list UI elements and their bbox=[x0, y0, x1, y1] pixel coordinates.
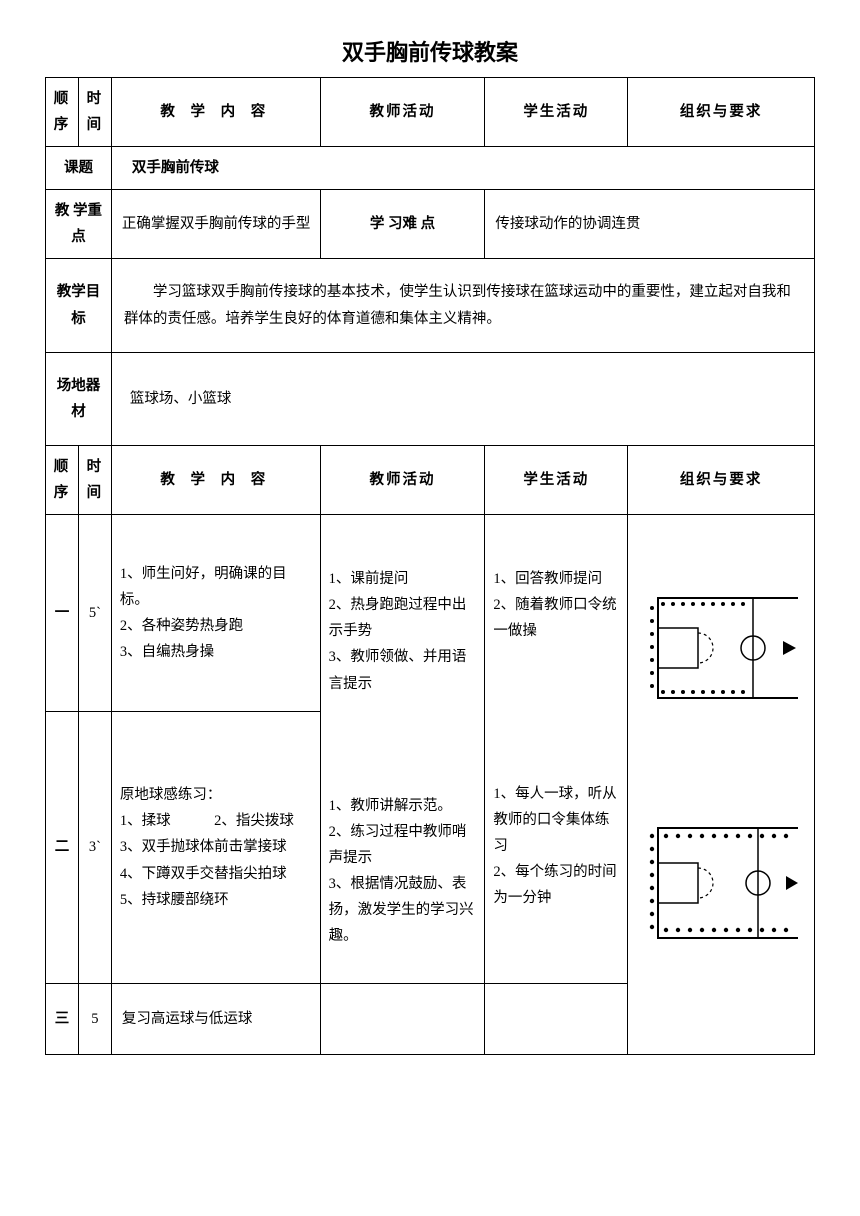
teacher-cell-empty bbox=[320, 984, 485, 1055]
time-cell: 5` bbox=[78, 515, 111, 712]
goal-row: 教学目标 学习篮球双手胸前传接球的基本技术，使学生认识到传接球在篮球运动中的重要… bbox=[46, 259, 815, 352]
seq-cell: 一 bbox=[46, 515, 79, 712]
col-seq-header2: 顺序 bbox=[46, 445, 79, 514]
student-cell-empty bbox=[485, 984, 628, 1055]
difficulty-label: 学 习难 点 bbox=[320, 190, 485, 259]
content-cell: 1、师生问好，明确课的目标。 2、各种姿势热身跑 3、自编热身操 bbox=[111, 515, 320, 712]
col-teacher-header2: 教师活动 bbox=[320, 445, 485, 514]
court-svg-icon bbox=[628, 593, 798, 703]
keypoint-value: 正确掌握双手胸前传球的手型 bbox=[111, 190, 320, 259]
seq-cell: 二 bbox=[46, 711, 79, 984]
table-header-row: 顺序 时间 教 学 内 容 教师活动 学生活动 组织与要求 bbox=[46, 78, 815, 147]
org-cell bbox=[628, 515, 815, 1055]
student-cell: 1、回答教师提问 2、随着教师口令统一做操 1、每人一球，听从教师的口令集体练习… bbox=[485, 515, 628, 984]
col-org-header2: 组织与要求 bbox=[628, 445, 815, 514]
topic-row: 课题 双手胸前传球 bbox=[46, 147, 815, 190]
court-diagram-1 bbox=[628, 593, 814, 703]
col-content-header: 教 学 内 容 bbox=[111, 78, 320, 147]
content-cell: 原地球感练习： 1、揉球 2、指尖拨球 3、双手抛球体前击掌接球 4、下蹲双手交… bbox=[111, 711, 320, 984]
col-student-header2: 学生活动 bbox=[485, 445, 628, 514]
topic-value: 双手胸前传球 bbox=[111, 147, 814, 190]
student-text-2: 1、每人一球，听从教师的口令集体练习 2、每个练习的时间为一分钟 bbox=[493, 781, 623, 911]
col-time-header: 时间 bbox=[78, 78, 111, 147]
col-seq-header: 顺序 bbox=[46, 78, 79, 147]
page-title: 双手胸前传球教案 bbox=[45, 35, 815, 67]
venue-value: 篮球场、小篮球 bbox=[111, 352, 814, 445]
court-diagram-2 bbox=[628, 823, 814, 943]
col-teacher-header: 教师活动 bbox=[320, 78, 485, 147]
table-header-row-2: 顺序 时间 教 学 内 容 教师活动 学生活动 组织与要求 bbox=[46, 445, 815, 514]
difficulty-value: 传接球动作的协调连贯 bbox=[485, 190, 815, 259]
keypoint-label: 教 学重 点 bbox=[46, 190, 112, 259]
table-row: 一 5` 1、师生问好，明确课的目标。 2、各种姿势热身跑 3、自编热身操 1、… bbox=[46, 515, 815, 712]
time-cell: 5 bbox=[78, 984, 111, 1055]
seq-cell: 三 bbox=[46, 984, 79, 1055]
student-text-1: 1、回答教师提问 2、随着教师口令统一做操 bbox=[493, 566, 623, 644]
col-org-header: 组织与要求 bbox=[628, 78, 815, 147]
court-svg-icon bbox=[628, 823, 798, 943]
goal-label: 教学目标 bbox=[46, 259, 112, 352]
lesson-plan-table: 顺序 时间 教 学 内 容 教师活动 学生活动 组织与要求 课题 双手胸前传球 … bbox=[45, 77, 815, 1055]
topic-label: 课题 bbox=[46, 147, 112, 190]
venue-row: 场地器材 篮球场、小篮球 bbox=[46, 352, 815, 445]
col-student-header: 学生活动 bbox=[485, 78, 628, 147]
venue-label: 场地器材 bbox=[46, 352, 112, 445]
col-time-header2: 时间 bbox=[78, 445, 111, 514]
content-cell: 复习高运球与低运球 bbox=[111, 984, 320, 1055]
teacher-cell: 1、课前提问 2、热身跑跑过程中出示手势 3、教师领做、并用语言提示 1、教师讲… bbox=[320, 515, 485, 984]
time-cell: 3` bbox=[78, 711, 111, 984]
teacher-text-1: 1、课前提问 2、热身跑跑过程中出示手势 3、教师领做、并用语言提示 bbox=[329, 566, 481, 696]
teacher-text-2: 1、教师讲解示范。 2、练习过程中教师哨声提示 3、根据情况鼓励、表扬，激发学生… bbox=[329, 793, 481, 950]
goal-value: 学习篮球双手胸前传接球的基本技术，使学生认识到传接球在篮球运动中的重要性，建立起… bbox=[111, 259, 814, 352]
col-content-header2: 教 学 内 容 bbox=[111, 445, 320, 514]
goal-text: 学习篮球双手胸前传接球的基本技术，使学生认识到传接球在篮球运动中的重要性，建立起… bbox=[124, 279, 802, 331]
keypoint-row: 教 学重 点 正确掌握双手胸前传球的手型 学 习难 点 传接球动作的协调连贯 bbox=[46, 190, 815, 259]
